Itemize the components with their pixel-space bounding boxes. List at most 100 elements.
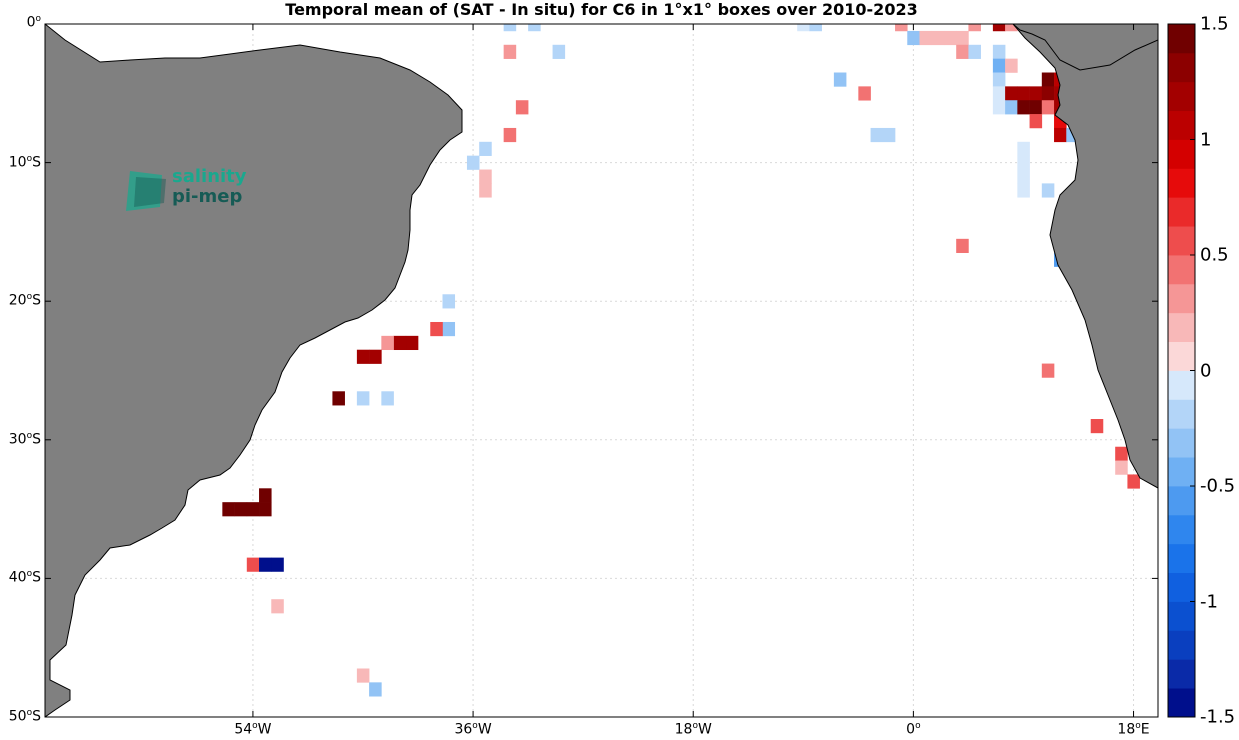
data-cell: [992, 86, 1006, 101]
data-cell: [895, 24, 908, 32]
data-cell: [833, 72, 847, 87]
data-cell: [1041, 183, 1055, 198]
data-cell: [332, 391, 345, 406]
logo-icon: [126, 171, 166, 211]
colorbar-segment: [1168, 688, 1195, 718]
data-cell: [858, 86, 871, 101]
data-cell: [968, 44, 981, 59]
data-cell: [479, 183, 492, 198]
data-cell: [271, 599, 284, 614]
data-cell: [246, 502, 260, 517]
data-cell: [1005, 58, 1018, 73]
colorbar-segment: [1168, 110, 1195, 140]
data-cell: [515, 100, 529, 115]
data-cell: [442, 294, 456, 309]
colorbar-segment: [1168, 312, 1195, 343]
colorbar-tick-label: -1: [1200, 591, 1218, 612]
plot-frame: [44, 23, 1159, 718]
data-cell: [246, 557, 260, 572]
longitude-label: 18oW: [674, 721, 712, 738]
colorbar-frame: [1167, 23, 1196, 718]
colorbar: [1168, 23, 1195, 718]
map-title: Temporal mean of (SAT - In situ) for C6 …: [285, 0, 918, 19]
data-cell: [956, 44, 969, 59]
colorbar-segment: [1168, 370, 1195, 400]
data-cell: [393, 335, 407, 351]
data-cell: [968, 24, 981, 32]
logo-text-pi-mep: pi-mep: [172, 186, 243, 207]
logo-text-salinity: salinity: [172, 166, 247, 187]
data-cell: [1041, 86, 1055, 101]
data-cell: [1017, 141, 1030, 156]
colorbar-segment: [1168, 457, 1195, 487]
data-cell: [1041, 363, 1055, 378]
colorbar-tick-label: 1: [1200, 129, 1212, 150]
data-cell: [1029, 86, 1043, 101]
colorbar-segment: [1168, 428, 1195, 458]
data-cell: [992, 58, 1006, 73]
data-cell: [1041, 100, 1055, 115]
guinea-coast: [1012, 24, 1158, 71]
data-cell: [1054, 127, 1067, 143]
salinity-pi-mep-logo: salinity pi-mep: [122, 165, 262, 215]
axis-ticks: [45, 23, 1158, 718]
data-cell: [992, 100, 1006, 115]
longitude-label: 18oE: [1117, 721, 1150, 738]
data-cell: [1017, 169, 1030, 184]
data-cell: [1005, 86, 1018, 101]
colorbar-segment: [1168, 168, 1195, 198]
colorbar-segment: [1168, 399, 1195, 429]
colorbar-tick-label: -1.5: [1200, 706, 1236, 728]
latitude-label: 10oS: [8, 153, 41, 171]
data-cell: [259, 488, 272, 503]
colorbar-tick-label: 0.5: [1200, 244, 1229, 266]
colorbar-segment: [1168, 24, 1195, 54]
latitude-label: 0o: [26, 14, 41, 31]
data-cell: [259, 557, 272, 572]
longitude-label: 36oW: [454, 721, 492, 738]
data-cell: [1017, 183, 1030, 198]
colorbar-segment: [1168, 572, 1195, 602]
latitude-label: 30oS: [8, 430, 41, 448]
data-cell: [956, 238, 969, 253]
data-cell: [369, 349, 382, 364]
data-cell: [1029, 114, 1043, 129]
colorbar-segment: [1168, 514, 1195, 545]
data-cell: [907, 30, 920, 46]
data-cell: [1005, 100, 1018, 115]
colorbar-segment: [1168, 659, 1195, 689]
data-cell: [479, 141, 492, 156]
colorbar-segment: [1168, 543, 1195, 574]
data-cell: [809, 24, 822, 32]
data-cell: [503, 44, 517, 59]
data-cell: [430, 321, 443, 337]
data-cell: [356, 349, 370, 364]
data-cell: [479, 169, 492, 184]
data-cell: [466, 155, 480, 170]
data-cell: [503, 24, 517, 32]
data-cell: [992, 44, 1006, 59]
data-cell: [882, 127, 896, 143]
data-cell: [222, 502, 235, 517]
data-cell: [442, 321, 456, 337]
data-cell: [992, 24, 1006, 32]
data-cell: [234, 502, 248, 517]
data-cell: [369, 682, 382, 697]
data-cell: [356, 391, 370, 406]
data-cell: [552, 44, 566, 59]
data-cell: [943, 30, 957, 46]
data-cell: [381, 335, 394, 351]
data-cell: [870, 127, 884, 143]
colorbar-segment: [1168, 283, 1195, 314]
colorbar-segment: [1168, 255, 1195, 285]
colorbar-segment: [1168, 81, 1195, 112]
data-cell: [405, 335, 419, 351]
data-cell: [271, 557, 284, 572]
colorbar-segment: [1168, 341, 1195, 371]
data-cell: [528, 24, 541, 32]
data-cell: [1017, 155, 1030, 170]
colorbar-tick-label: 1.5: [1200, 13, 1229, 35]
colorbar-tick-label: -0.5: [1200, 475, 1236, 497]
colorbar-segment: [1168, 601, 1195, 631]
